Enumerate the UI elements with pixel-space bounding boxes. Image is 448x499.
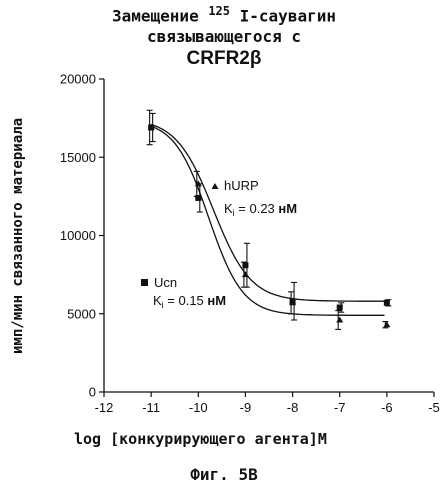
- data-point-ucn: [337, 304, 343, 310]
- data-point-hurp: [336, 317, 343, 323]
- y-tick-label: 10000: [60, 228, 96, 243]
- y-tick-label: 20000: [60, 72, 96, 87]
- x-tick-label: -8: [287, 400, 299, 415]
- legend-label-ucn: Ucn: [154, 275, 177, 290]
- x-tick-label: -7: [334, 400, 346, 415]
- legend-label-hurp: hURP: [224, 178, 259, 193]
- legend-entry-hurp: hURP Ki = 0.23 нМ: [212, 178, 298, 218]
- x-tick-label: -12: [95, 400, 114, 415]
- data-point-ucn: [384, 300, 390, 306]
- legend-marker-ucn: [141, 279, 148, 286]
- data-point-hurp: [242, 271, 249, 277]
- annotation-ki-ucn: Ki = 0.15 нМ: [153, 293, 226, 310]
- x-tick-label: -9: [240, 400, 252, 415]
- x-tick-label: -10: [189, 400, 208, 415]
- y-tick-label: 15000: [60, 150, 96, 165]
- fit-curve-hurp: [151, 126, 384, 315]
- fit-curves: [151, 124, 384, 315]
- y-tick-label: 5000: [67, 306, 96, 321]
- y-tick-label: 0: [89, 385, 96, 400]
- x-tick-label: -5: [428, 400, 440, 415]
- legend-marker-hurp: [212, 183, 219, 189]
- x-tick-label: -6: [381, 400, 393, 415]
- legend: hURP Ki = 0.23 нМ Ucn Ki = 0.15 нМ: [141, 178, 297, 310]
- data-point-ucn: [290, 298, 296, 304]
- annotation-ki-hurp: Ki = 0.23 нМ: [224, 201, 297, 218]
- legend-entry-ucn: Ucn Ki = 0.15 нМ: [141, 275, 226, 310]
- data-point-ucn: [242, 262, 248, 268]
- data-point-ucn: [195, 195, 201, 201]
- x-tick-label: -11: [142, 400, 160, 415]
- figure-caption: Фиг. 5B: [0, 465, 448, 484]
- data-point-ucn: [148, 125, 154, 131]
